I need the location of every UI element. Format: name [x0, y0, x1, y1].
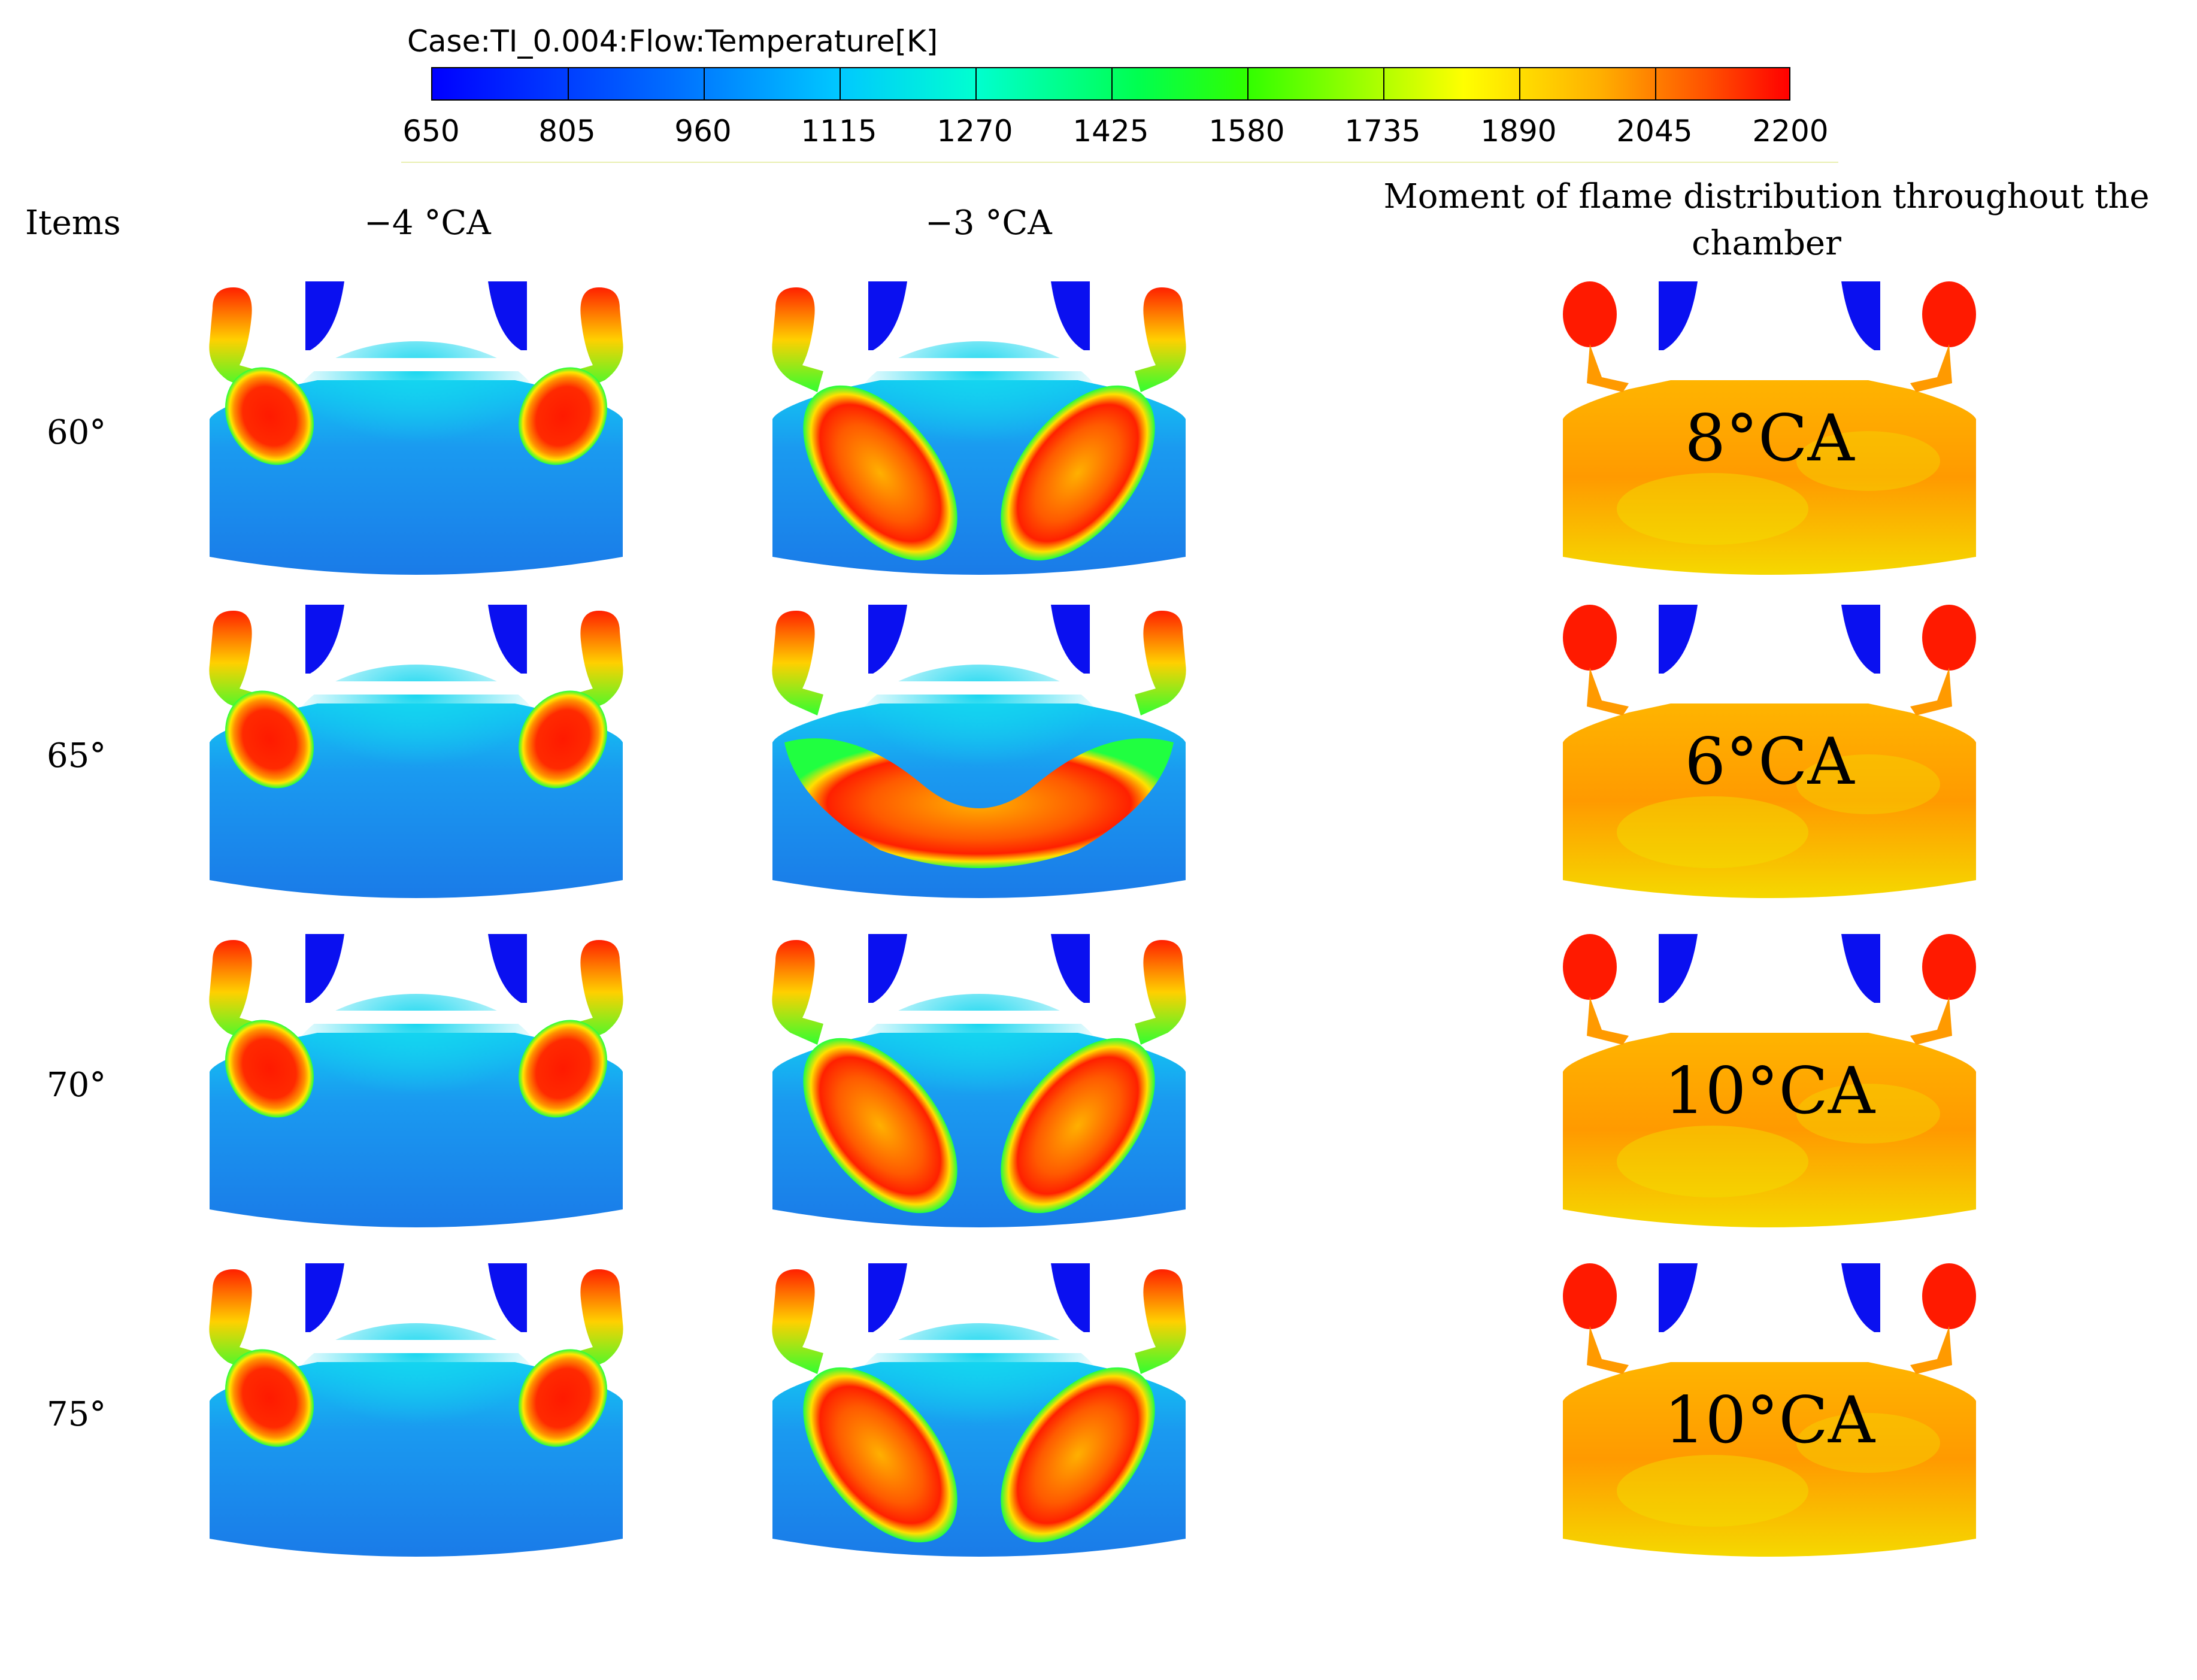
colorbar — [431, 67, 1790, 101]
colorbar-tick-label: 1425 — [1072, 114, 1149, 148]
colorbar-tick-label: 1115 — [801, 114, 877, 148]
colorbar-tick-label: 805 — [538, 114, 596, 148]
header-items: Items — [25, 204, 121, 242]
chamber-minus4-ca — [180, 934, 653, 1233]
colorbar-divider — [1383, 68, 1384, 99]
colorbar-divider — [1111, 68, 1113, 99]
colorbar-tick-label: 1735 — [1344, 114, 1421, 148]
colorbar-tick-label: 2200 — [1752, 114, 1829, 148]
header-col-minus3: −3 °CA — [925, 204, 1052, 242]
chamber-moment: 8°CA — [1533, 281, 2006, 581]
colorbar-divider — [704, 68, 705, 99]
chamber-minus3-ca — [743, 281, 1216, 581]
chamber-minus4-ca — [180, 1263, 653, 1563]
flame-moment-label: 6°CA — [1684, 724, 1854, 799]
row-label: 75° — [47, 1395, 107, 1434]
colorbar-divider — [1519, 68, 1520, 99]
row-label: 70° — [47, 1066, 107, 1105]
colorbar-ticks: 650 805 960 1115 1270 1425 1580 1735 1890 2045 220… — [402, 114, 1828, 156]
colorbar-divider — [840, 68, 841, 99]
row-label: 65° — [47, 736, 107, 775]
chamber-minus4-ca — [180, 281, 653, 581]
header-col-minus4: −4 °CA — [364, 204, 491, 242]
colorbar-divider — [568, 68, 569, 99]
chamber-moment: 10°CA — [1533, 934, 2006, 1233]
flame-moment-label: 10°CA — [1663, 1383, 1875, 1458]
chamber-moment: 10°CA — [1533, 1263, 2006, 1563]
colorbar-divider — [1655, 68, 1656, 99]
colorbar-underline — [401, 162, 1838, 163]
colorbar-tick-label: 2045 — [1616, 114, 1693, 148]
chamber-minus3-ca — [743, 605, 1216, 904]
flame-moment-label: 10°CA — [1663, 1054, 1875, 1129]
colorbar-tick-label: 1580 — [1208, 114, 1285, 148]
colorbar-tick-label: 1890 — [1480, 114, 1557, 148]
colorbar-tick-label: 650 — [402, 114, 460, 148]
colorbar-tick-label: 960 — [674, 114, 732, 148]
header-col-moment: Moment of flame distribution throughout … — [1383, 177, 2150, 263]
chamber-moment: 6°CA — [1533, 605, 2006, 904]
colorbar-divider — [1247, 68, 1248, 99]
colorbar-title: Case:TI_0.004:Flow:Temperature[K] — [407, 24, 938, 59]
row-label: 60° — [47, 413, 107, 452]
colorbar-divider — [975, 68, 977, 99]
chamber-minus3-ca — [743, 1263, 1216, 1563]
colorbar-tick-label: 1270 — [937, 114, 1013, 148]
flame-moment-label: 8°CA — [1684, 401, 1854, 476]
chamber-minus4-ca — [180, 605, 653, 904]
chamber-minus3-ca — [743, 934, 1216, 1233]
